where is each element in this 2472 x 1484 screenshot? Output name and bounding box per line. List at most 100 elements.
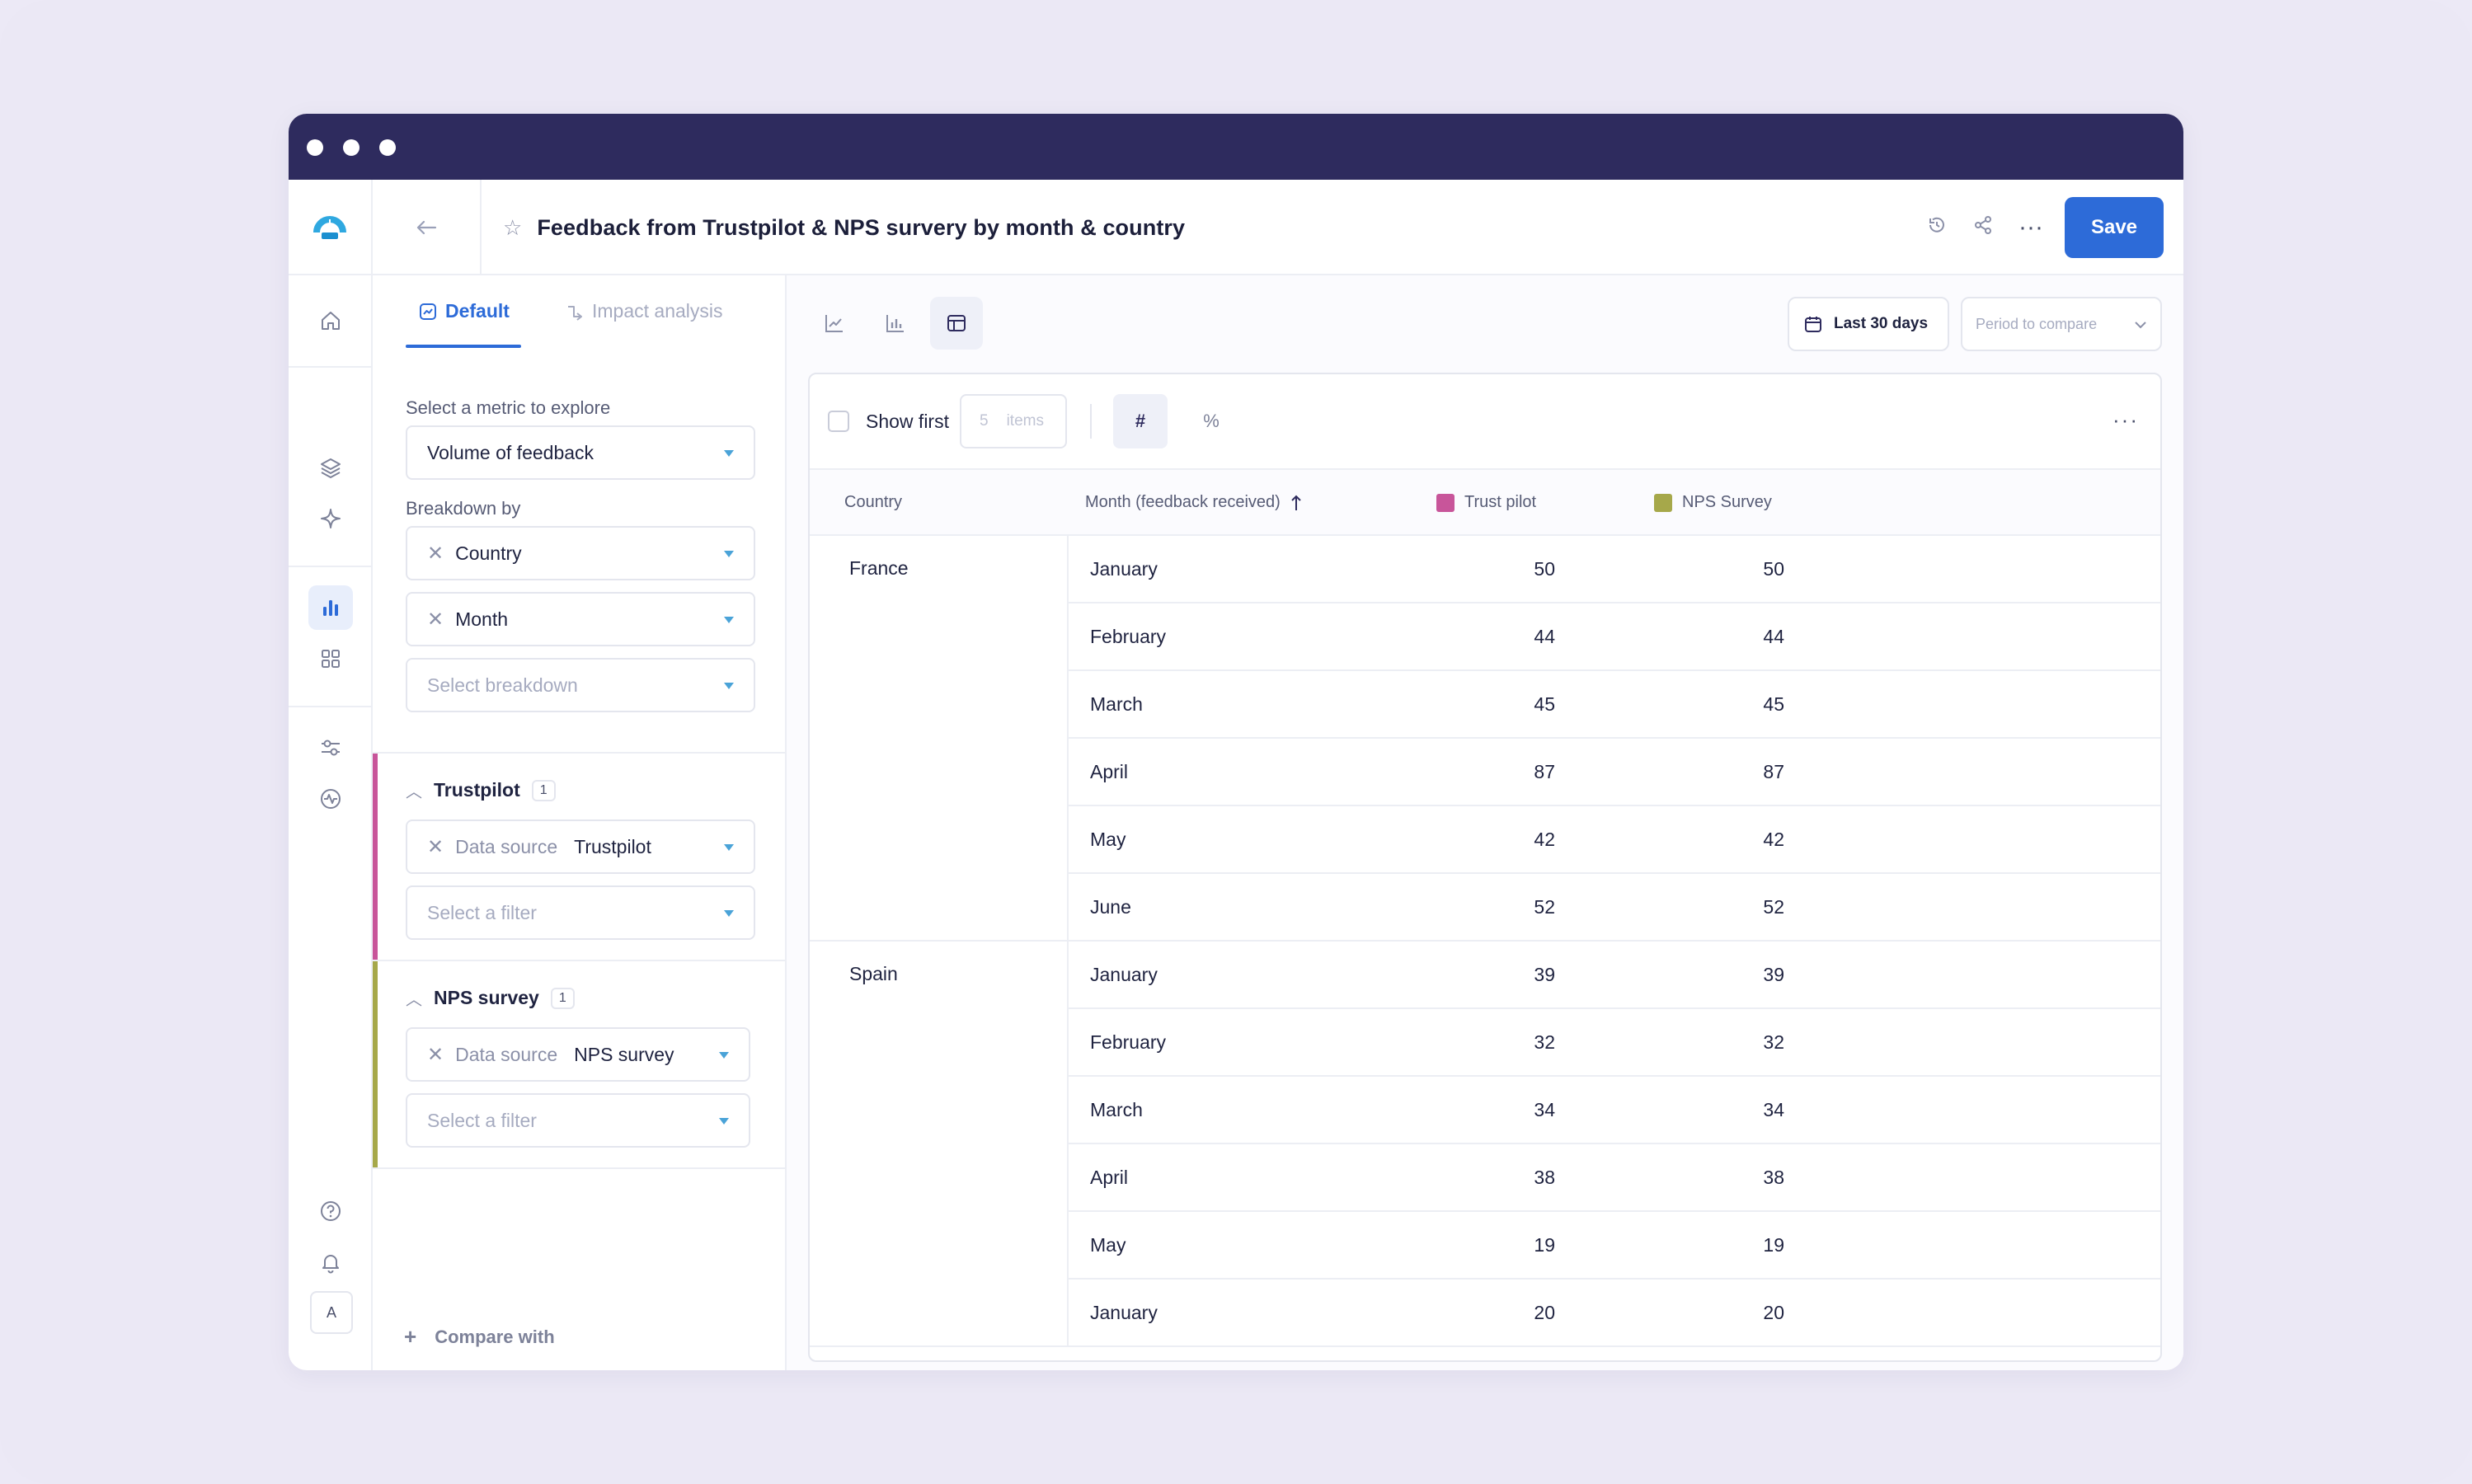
table-row[interactable]: March 34 34 — [1069, 1077, 2160, 1144]
share-icon[interactable] — [1972, 215, 1994, 241]
chevron-up-icon[interactable]: ︿ — [406, 991, 422, 1009]
remove-icon[interactable]: ✕ — [427, 835, 444, 858]
nps-datasource-filter[interactable]: ✕ Data source NPS survey — [406, 1027, 750, 1082]
pulse-icon[interactable] — [308, 777, 353, 821]
table-more-icon[interactable]: ··· — [2112, 407, 2139, 432]
back-button[interactable] — [373, 180, 482, 275]
window-close-dot[interactable] — [307, 139, 323, 156]
table-row[interactable]: February 32 32 — [1069, 1009, 2160, 1077]
caret-down-icon — [724, 910, 734, 917]
sort-ascending-icon[interactable] — [1290, 494, 1302, 512]
remove-icon[interactable]: ✕ — [427, 1043, 444, 1066]
caret-down-icon — [724, 844, 734, 851]
filters-icon[interactable] — [308, 726, 353, 770]
remove-icon[interactable]: ✕ — [427, 542, 444, 565]
table-header: Country Month (feedback received) Trust … — [810, 470, 2160, 536]
analytics-icon[interactable] — [308, 585, 353, 630]
period-compare-select[interactable]: Period to compare — [1961, 297, 2162, 351]
table-row[interactable]: June 52 52 — [1069, 874, 2160, 942]
grid-icon[interactable] — [308, 636, 353, 681]
breakdown-placeholder: Select breakdown — [427, 674, 578, 696]
app-logo[interactable] — [289, 180, 373, 275]
panel-divider — [373, 1167, 787, 1169]
line-chart-view-button[interactable] — [808, 297, 861, 350]
trustpilot-value-cell: 87 — [1534, 761, 1555, 782]
month-cell: April — [1090, 1167, 1129, 1188]
month-cell: March — [1090, 693, 1143, 715]
nps-value-cell: 45 — [1763, 693, 1784, 715]
month-cell: June — [1090, 896, 1131, 918]
help-icon[interactable] — [308, 1189, 353, 1233]
remove-icon[interactable]: ✕ — [427, 608, 444, 631]
nps-group-header[interactable]: ︿ NPS survey 1 — [406, 986, 575, 1010]
breakdown-select-empty[interactable]: Select breakdown — [406, 658, 755, 712]
nps-value-cell: 44 — [1763, 626, 1784, 647]
bell-icon[interactable] — [308, 1240, 353, 1284]
chevron-up-icon[interactable]: ︿ — [406, 783, 422, 801]
column-label: Country — [844, 493, 903, 511]
nps-value-cell: 34 — [1763, 1099, 1784, 1120]
more-options-icon[interactable]: ··· — [2018, 214, 2043, 241]
trustpilot-group-header[interactable]: ︿ Trustpilot 1 — [406, 778, 556, 802]
date-range-button[interactable]: Last 30 days — [1788, 297, 1949, 351]
star-icon[interactable]: ☆ — [503, 214, 523, 240]
column-header-nps[interactable]: NPS Survey — [1654, 493, 1772, 512]
layers-icon[interactable] — [308, 445, 353, 490]
avatar[interactable]: A — [310, 1291, 353, 1334]
table-row[interactable]: January 50 50 — [1069, 536, 2160, 603]
active-tab-indicator — [406, 345, 521, 348]
breakdown-select-country[interactable]: ✕ Country — [406, 526, 755, 580]
items-count-input[interactable]: 5 items — [960, 394, 1067, 448]
trustpilot-value-cell: 45 — [1534, 693, 1555, 715]
table-row[interactable]: March 45 45 — [1069, 671, 2160, 739]
nps-value-cell: 42 — [1763, 829, 1784, 850]
rail-divider — [289, 366, 371, 368]
nps-value-cell: 50 — [1763, 558, 1784, 580]
table-row[interactable]: January 20 20 — [1069, 1280, 2160, 1347]
bar-chart-view-button[interactable] — [869, 297, 922, 350]
month-cell: February — [1090, 626, 1167, 647]
nps-add-filter[interactable]: Select a filter — [406, 1093, 750, 1148]
window-maximize-dot[interactable] — [379, 139, 396, 156]
group-name: NPS survey — [434, 987, 539, 1008]
metric-select[interactable]: Volume of feedback — [406, 425, 755, 480]
bar-chart-icon — [886, 315, 904, 332]
window-titlebar — [289, 114, 2183, 180]
tab-default[interactable]: Default — [419, 300, 510, 322]
nps-swatch — [1654, 493, 1672, 512]
home-icon[interactable] — [308, 298, 353, 343]
tab-impact-analysis[interactable]: Impact analysis — [566, 300, 723, 322]
table-row[interactable]: January 39 39 — [1069, 942, 2160, 1009]
breakdown-select-month[interactable]: ✕ Month — [406, 592, 755, 646]
table-row[interactable]: May 19 19 — [1069, 1212, 2160, 1280]
group-name: Trustpilot — [434, 779, 520, 801]
table-row[interactable]: May 42 42 — [1069, 806, 2160, 874]
column-header-trustpilot[interactable]: Trust pilot — [1436, 493, 1536, 512]
table-row[interactable]: April 87 87 — [1069, 739, 2160, 806]
month-cell: January — [1090, 1302, 1158, 1323]
panel-divider — [373, 752, 787, 754]
table-row[interactable]: February 44 44 — [1069, 603, 2160, 671]
trustpilot-value-cell: 38 — [1534, 1167, 1555, 1188]
table-row[interactable]: April 38 38 — [1069, 1144, 2160, 1212]
compare-with-button[interactable]: + Compare with — [404, 1324, 555, 1350]
month-cell: February — [1090, 1031, 1167, 1053]
app-window: ☆ Feedback from Trustpilot & NPS survery… — [289, 114, 2183, 1370]
percentage-toggle[interactable]: % — [1203, 411, 1220, 431]
save-button[interactable]: Save — [2065, 197, 2164, 258]
breakdown-label: Breakdown by — [406, 498, 521, 519]
window-minimize-dot[interactable] — [343, 139, 360, 156]
nps-value-cell: 38 — [1763, 1167, 1784, 1188]
period-compare-placeholder: Period to compare — [1976, 315, 2098, 332]
sparkle-icon[interactable] — [308, 496, 353, 541]
trustpilot-datasource-filter[interactable]: ✕ Data source Trustpilot — [406, 819, 755, 874]
show-first-checkbox[interactable] — [828, 411, 849, 432]
history-icon[interactable] — [1926, 215, 1948, 241]
column-header-country[interactable]: Country — [844, 493, 902, 512]
column-header-month[interactable]: Month (feedback received) — [1085, 493, 1302, 512]
trustpilot-add-filter[interactable]: Select a filter — [406, 885, 755, 940]
table-view-button[interactable] — [930, 297, 983, 350]
trustpilot-value-cell: 52 — [1534, 896, 1555, 918]
absolute-values-toggle[interactable]: # — [1113, 394, 1168, 448]
trustpilot-value-cell: 20 — [1534, 1302, 1555, 1323]
